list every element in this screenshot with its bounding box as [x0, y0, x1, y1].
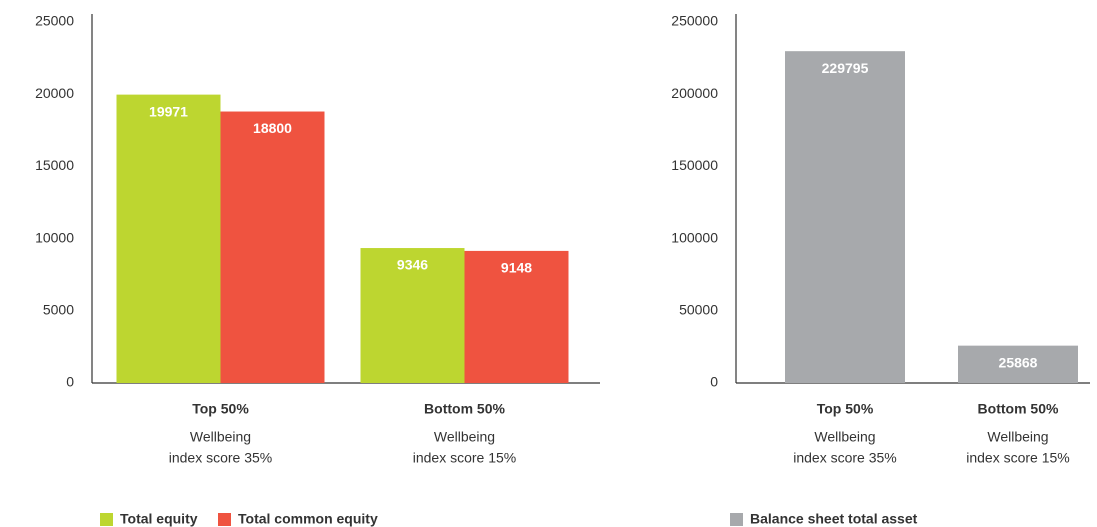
y-tick-label: 100000 [671, 229, 718, 245]
bar [785, 51, 905, 383]
bar [116, 94, 221, 383]
y-tick-label: 5000 [43, 302, 74, 318]
y-tick-label: 10000 [35, 229, 74, 245]
value-label: 18800 [253, 120, 292, 136]
value-label: 25868 [999, 354, 1038, 370]
value-label: 229795 [822, 60, 869, 76]
legend-label: Total common equity [238, 511, 378, 527]
legend-swatch [100, 513, 113, 526]
x-tick-note: Wellbeing [814, 429, 875, 445]
value-label: 9346 [397, 257, 428, 273]
y-tick-label: 250000 [671, 13, 718, 29]
x-tick-note: Wellbeing [987, 429, 1048, 445]
legend-swatch [218, 513, 231, 526]
bar [360, 248, 465, 383]
x-tick-note: Wellbeing [190, 429, 251, 445]
x-tick-label: Bottom 50% [978, 401, 1059, 417]
x-tick-label: Bottom 50% [424, 401, 505, 417]
legend-label: Total equity [120, 511, 198, 527]
value-label: 19971 [149, 103, 188, 119]
bar [464, 250, 569, 383]
x-tick-note: index score 35% [793, 450, 897, 466]
y-tick-label: 20000 [35, 85, 74, 101]
legend-label: Balance sheet total asset [750, 511, 918, 527]
y-tick-label: 0 [710, 374, 718, 390]
x-tick-label: Top 50% [192, 401, 249, 417]
bar [220, 111, 325, 383]
y-tick-label: 50000 [679, 302, 718, 318]
x-tick-note: index score 15% [413, 450, 517, 466]
x-tick-label: Top 50% [817, 401, 874, 417]
y-tick-label: 150000 [671, 157, 718, 173]
x-tick-note: index score 35% [169, 450, 273, 466]
x-tick-note: index score 15% [966, 450, 1070, 466]
bar [958, 345, 1078, 383]
y-tick-label: 0 [66, 374, 74, 390]
y-tick-label: 25000 [35, 13, 74, 29]
y-tick-label: 200000 [671, 85, 718, 101]
x-tick-note: Wellbeing [434, 429, 495, 445]
value-label: 9148 [501, 260, 532, 276]
y-tick-label: 15000 [35, 157, 74, 173]
legend-swatch [730, 513, 743, 526]
